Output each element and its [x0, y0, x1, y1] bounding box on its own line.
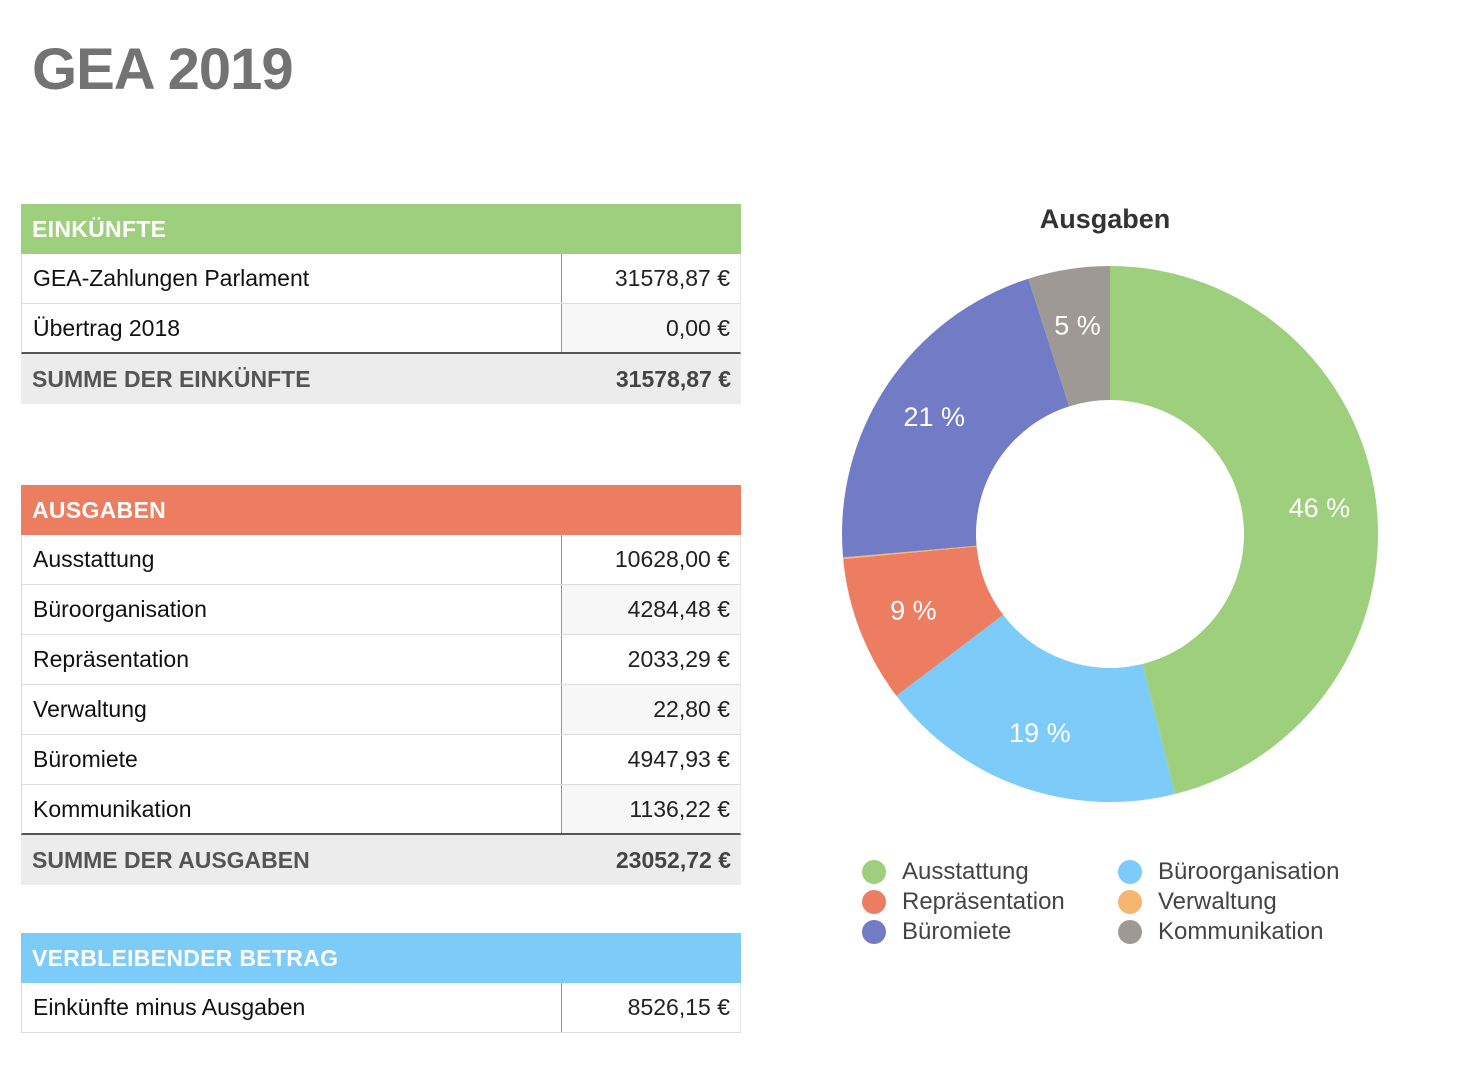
legend-label: Ausstattung — [902, 858, 1029, 885]
table-row: Kommunikation 1136,22 € — [21, 785, 741, 835]
legend-item: Verwaltung — [1118, 888, 1358, 916]
slice-label: 5 % — [1054, 311, 1101, 341]
legend-swatch — [1118, 860, 1142, 884]
table-row: GEA-Zahlungen Parlament 31578,87 € — [21, 254, 741, 304]
table-row: Ausstattung 10628,00 € — [21, 535, 741, 585]
sum-label: SUMME DER AUSGABEN — [32, 846, 310, 873]
slice-ausstattung — [1110, 266, 1378, 795]
sum-label: SUMME DER EINKÜNFTE — [32, 365, 311, 392]
table-header: VERBLEIBENDER BETRAG — [21, 933, 741, 983]
sum-value: 31578,87 € — [615, 365, 731, 392]
slice-repräsentation — [843, 546, 1004, 696]
einkuenfte-table: EINKÜNFTE GEA-Zahlungen Parlament 31578,87… — [21, 204, 741, 404]
row-value: 1136,22 € — [562, 785, 740, 833]
row-value: 10628,00 € — [562, 535, 740, 584]
legend-label: Kommunikation — [1158, 918, 1324, 945]
row-label: Verwaltung — [22, 685, 562, 734]
table-row: Repräsentation 2033,29 € — [21, 635, 741, 685]
row-label: Einkünfte minus Ausgaben — [22, 983, 562, 1032]
row-value: 22,80 € — [562, 685, 740, 734]
sum-value: 23052,72 € — [615, 846, 731, 873]
row-label: Büromiete — [22, 735, 562, 784]
slice-label: 46 % — [1289, 493, 1351, 523]
slice-kommunikation — [1028, 266, 1110, 407]
row-value: 8526,15 € — [562, 983, 740, 1032]
legend-item: Büromiete — [862, 918, 1118, 946]
row-label: Ausstattung — [22, 535, 562, 584]
legend-label: Büroorganisation — [1158, 858, 1340, 885]
legend-item: Ausstattung — [862, 858, 1118, 886]
legend-item: Kommunikation — [1118, 918, 1358, 946]
slice-verwaltung — [843, 545, 977, 560]
sum-row: SUMME DER AUSGABEN 23052,72 € — [21, 835, 741, 885]
legend-swatch — [862, 890, 886, 914]
legend-swatch — [862, 860, 886, 884]
page-title: GEA 2019 — [32, 37, 294, 102]
row-value: 4284,48 € — [562, 585, 740, 634]
table-row: Einkünfte minus Ausgaben 8526,15 € — [21, 983, 741, 1033]
row-label: Übertrag 2018 — [22, 304, 562, 352]
row-label: Kommunikation — [22, 785, 562, 833]
row-label: Büroorganisation — [22, 585, 562, 634]
slice-label: 21 % — [904, 402, 966, 432]
sum-row: SUMME DER EINKÜNFTE 31578,87 € — [21, 354, 741, 404]
legend-label: Verwaltung — [1158, 888, 1277, 915]
table-row: Verwaltung 22,80 € — [21, 685, 741, 735]
table-header: EINKÜNFTE — [21, 204, 741, 254]
legend-label: Büromiete — [902, 918, 1012, 945]
legend-swatch — [1118, 890, 1142, 914]
slice-büromiete — [842, 278, 1070, 558]
legend-swatch — [862, 920, 886, 944]
row-value: 31578,87 € — [562, 254, 740, 303]
row-value: 0,00 € — [562, 304, 740, 352]
row-label: Repräsentation — [22, 635, 562, 684]
chart-legend: Ausstattung Büroorganisation Repräsentatio… — [862, 858, 1358, 946]
legend-item: Büroorganisation — [1118, 858, 1358, 886]
slice-büroorganisation — [896, 614, 1175, 803]
chart-title: Ausgaben — [1039, 204, 1171, 234]
legend-swatch — [1118, 920, 1142, 944]
row-label: GEA-Zahlungen Parlament — [22, 254, 562, 303]
slice-label: 9 % — [890, 595, 937, 625]
legend-item: Repräsentation — [862, 888, 1118, 916]
table-header: AUSGABEN — [21, 485, 741, 535]
verbleibend-table: VERBLEIBENDER BETRAG Einkünfte minus Ausg… — [21, 933, 741, 1033]
ausgaben-table: AUSGABEN Ausstattung 10628,00 € Büroorganis… — [21, 485, 741, 885]
row-value: 4947,93 € — [562, 735, 740, 784]
donut-chart: 46 % 19 % 9 % 21 % 5 % — [842, 266, 1378, 803]
row-value: 2033,29 € — [562, 635, 740, 684]
table-row: Übertrag 2018 0,00 € — [21, 304, 741, 354]
legend-label: Repräsentation — [902, 888, 1065, 915]
slice-label: 19 % — [1009, 718, 1071, 748]
table-row: Büroorganisation 4284,48 € — [21, 585, 741, 635]
table-row: Büromiete 4947,93 € — [21, 735, 741, 785]
